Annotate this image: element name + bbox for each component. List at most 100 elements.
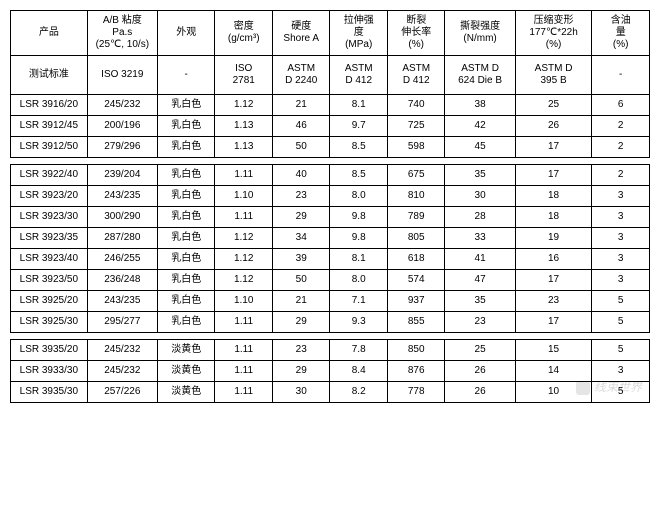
data-cell: 740 <box>387 95 445 116</box>
data-cell: 23 <box>272 340 330 361</box>
product-cell: LSR 3912/50 <box>11 137 88 158</box>
product-cell: LSR 3912/45 <box>11 116 88 137</box>
data-cell: 1.11 <box>215 165 273 186</box>
product-cell: LSR 3916/20 <box>11 95 88 116</box>
data-cell: 25 <box>515 95 592 116</box>
table-row: LSR 3923/35287/280乳白色1.12349.880533193 <box>11 228 650 249</box>
standards-label: 测试标准 <box>11 56 88 95</box>
data-cell: 6 <box>592 95 650 116</box>
data-cell: 26 <box>515 116 592 137</box>
table-wrapper: 产品 A/B 粘度Pa.s(25℃, 10/s) 外观 密度(g/cm³) 硬度… <box>10 10 650 403</box>
table-row: LSR 3935/30257/226淡黄色1.11308.277826105 <box>11 382 650 403</box>
data-cell: 乳白色 <box>157 95 215 116</box>
watermark-text: 线束世界 <box>594 380 642 394</box>
std-cell: ASTM D395 B <box>515 56 592 95</box>
col-product: 产品 <box>11 11 88 56</box>
product-cell: LSR 3935/30 <box>11 382 88 403</box>
data-cell: 618 <box>387 249 445 270</box>
table-row: LSR 3923/20243/235乳白色1.10238.081030183 <box>11 186 650 207</box>
data-cell: 3 <box>592 207 650 228</box>
data-cell: 39 <box>272 249 330 270</box>
std-cell: ASTMD 2240 <box>272 56 330 95</box>
data-cell: 1.13 <box>215 137 273 158</box>
data-cell: 29 <box>272 207 330 228</box>
data-cell: 23 <box>515 291 592 312</box>
std-cell: ISO 3219 <box>87 56 157 95</box>
data-cell: 42 <box>445 116 515 137</box>
std-cell: ASTMD 412 <box>387 56 445 95</box>
data-cell: 789 <box>387 207 445 228</box>
data-cell: 15 <box>515 340 592 361</box>
data-cell: 乳白色 <box>157 186 215 207</box>
data-cell: 25 <box>445 340 515 361</box>
data-cell: 805 <box>387 228 445 249</box>
data-cell: 8.5 <box>330 137 388 158</box>
data-cell: 725 <box>387 116 445 137</box>
group-2-table: LSR 3922/40239/204乳白色1.11408.567535172LS… <box>10 164 650 333</box>
data-cell: 40 <box>272 165 330 186</box>
col-compression: 压缩变形177℃*22h(%) <box>515 11 592 56</box>
data-cell: 3 <box>592 186 650 207</box>
data-cell: 21 <box>272 291 330 312</box>
data-cell: 23 <box>272 186 330 207</box>
data-cell: 35 <box>445 165 515 186</box>
product-cell: LSR 3923/20 <box>11 186 88 207</box>
product-cell: LSR 3935/20 <box>11 340 88 361</box>
data-cell: 675 <box>387 165 445 186</box>
data-cell: 乳白色 <box>157 249 215 270</box>
data-cell: 3 <box>592 270 650 291</box>
col-hardness: 硬度Shore A <box>272 11 330 56</box>
data-cell: 23 <box>445 312 515 333</box>
data-cell: 876 <box>387 361 445 382</box>
data-cell: 8.1 <box>330 95 388 116</box>
data-cell: 5 <box>592 340 650 361</box>
table-row: LSR 3922/40239/204乳白色1.11408.567535172 <box>11 165 650 186</box>
product-cell: LSR 3923/50 <box>11 270 88 291</box>
data-cell: 300/290 <box>87 207 157 228</box>
data-cell: 2 <box>592 116 650 137</box>
col-tensile: 拉伸强度(MPa) <box>330 11 388 56</box>
data-cell: 17 <box>515 137 592 158</box>
data-cell: 34 <box>272 228 330 249</box>
table-row: LSR 3923/50236/248乳白色1.12508.057447173 <box>11 270 650 291</box>
data-cell: 7.1 <box>330 291 388 312</box>
std-cell: - <box>592 56 650 95</box>
std-cell: ASTM D624 Die B <box>445 56 515 95</box>
data-cell: 35 <box>445 291 515 312</box>
data-cell: 3 <box>592 228 650 249</box>
data-cell: 855 <box>387 312 445 333</box>
data-cell: 7.8 <box>330 340 388 361</box>
data-cell: 17 <box>515 165 592 186</box>
data-cell: 9.8 <box>330 228 388 249</box>
data-cell: 1.11 <box>215 361 273 382</box>
table-row: LSR 3923/30300/290乳白色1.11299.878928183 <box>11 207 650 228</box>
data-cell: 29 <box>272 361 330 382</box>
group-1-body: LSR 3916/20245/232乳白色1.12218.174038256LS… <box>11 95 650 158</box>
data-cell: 850 <box>387 340 445 361</box>
data-cell: 50 <box>272 137 330 158</box>
data-cell: 乳白色 <box>157 270 215 291</box>
data-cell: 8.0 <box>330 270 388 291</box>
col-density: 密度(g/cm³) <box>215 11 273 56</box>
data-cell: 287/280 <box>87 228 157 249</box>
table-row: LSR 3933/30245/232淡黄色1.11298.487626143 <box>11 361 650 382</box>
data-cell: 243/235 <box>87 291 157 312</box>
data-cell: 257/226 <box>87 382 157 403</box>
data-cell: 33 <box>445 228 515 249</box>
data-cell: 18 <box>515 186 592 207</box>
data-cell: 1.10 <box>215 186 273 207</box>
data-cell: 810 <box>387 186 445 207</box>
data-cell: 8.1 <box>330 249 388 270</box>
data-cell: 乳白色 <box>157 207 215 228</box>
data-cell: 5 <box>592 291 650 312</box>
data-cell: 38 <box>445 95 515 116</box>
data-cell: 30 <box>445 186 515 207</box>
data-cell: 1.12 <box>215 270 273 291</box>
data-cell: 乳白色 <box>157 116 215 137</box>
zhihu-logo-icon <box>576 381 590 395</box>
data-cell: 598 <box>387 137 445 158</box>
product-cell: LSR 3922/40 <box>11 165 88 186</box>
group-2-body: LSR 3922/40239/204乳白色1.11408.567535172LS… <box>11 165 650 333</box>
col-oil: 含油量(%) <box>592 11 650 56</box>
data-cell: 17 <box>515 270 592 291</box>
